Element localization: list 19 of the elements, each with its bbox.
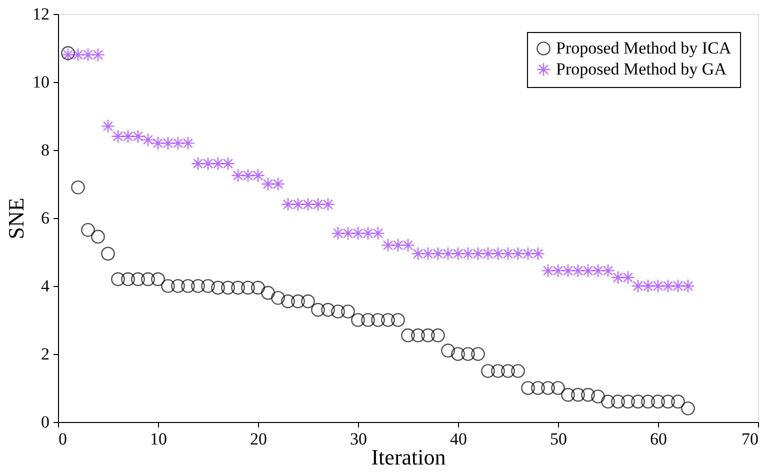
y-tick-label: 4 (41, 276, 50, 296)
y-tick-label: 0 (41, 412, 50, 432)
x-tick-label: 30 (350, 430, 367, 448)
x-tick-label: 60 (650, 430, 667, 448)
y-tick-label: 2 (41, 344, 50, 364)
legend-label: Proposed Method by ICA (556, 38, 732, 58)
legend-label: Proposed Method by GA (556, 60, 728, 78)
y-tick-label: 10 (32, 72, 50, 92)
y-tick-label: 8 (41, 140, 50, 160)
x-tick-label: 10 (150, 430, 167, 448)
x-tick-label: 20 (250, 430, 267, 448)
x-tick-label: 40 (450, 430, 467, 448)
x-axis-title: Iteration (371, 444, 446, 470)
y-axis-title: SNE (4, 198, 28, 240)
x-tick-label: 50 (550, 430, 567, 448)
x-tick-label: 70 (742, 430, 758, 448)
y-tick-label: 6 (41, 208, 50, 228)
y-tick-label: 12 (32, 4, 50, 24)
x-tick-label: 0 (58, 430, 67, 448)
